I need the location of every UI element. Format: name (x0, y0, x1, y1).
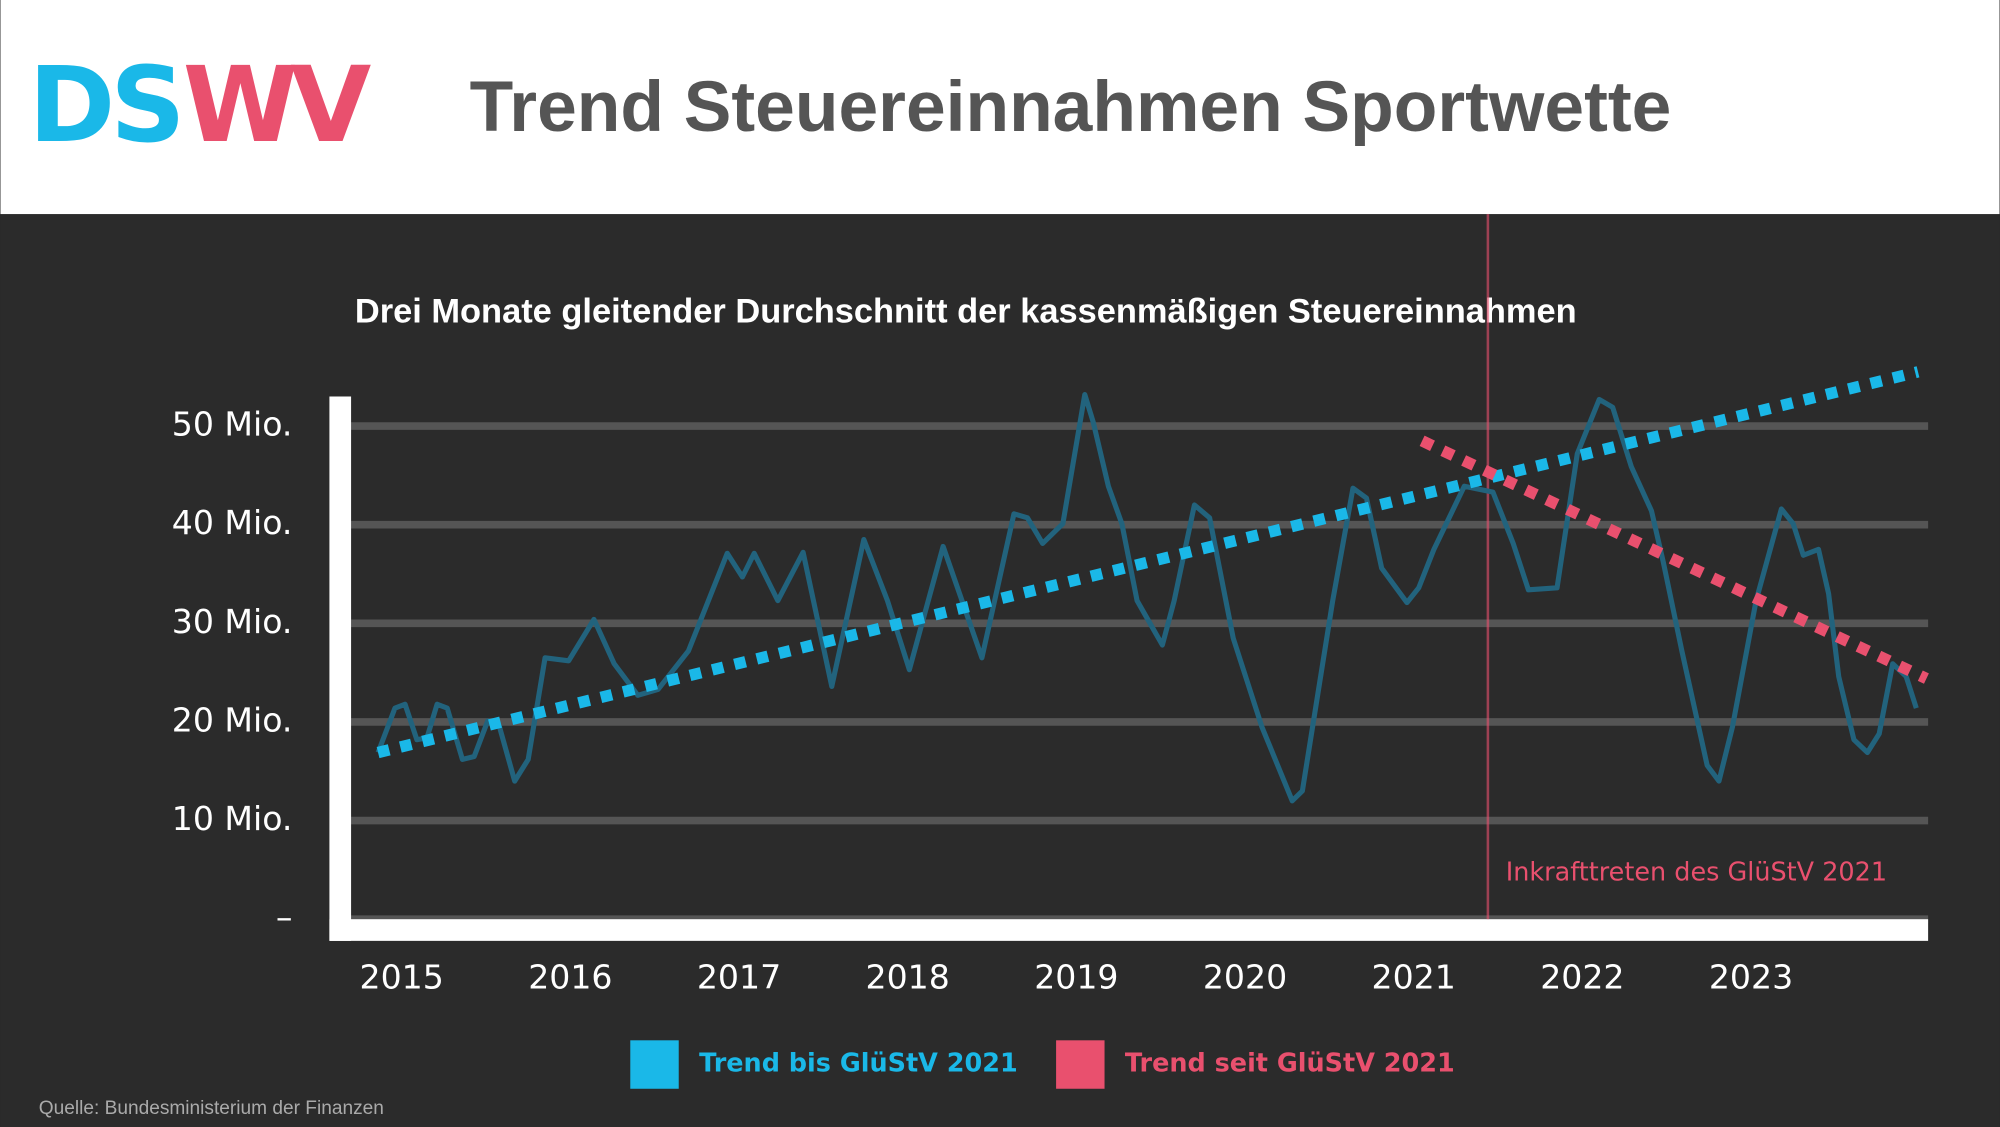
y-tick-label: 40 Mio. (172, 503, 293, 542)
chart-title: Drei Monate gleitender Durchschnitt der … (355, 293, 1577, 331)
x-tick-label: 2017 (697, 958, 781, 997)
legend-label: Trend bis GlüStV 2021 (699, 1049, 1018, 1079)
logo: WV (183, 44, 372, 166)
annotation-label: Inkrafttreten des GlüStV 2021 (1506, 857, 1887, 887)
y-tick-label: – (276, 898, 293, 937)
x-tick-label: 2019 (1034, 958, 1118, 997)
y-tick-label: 20 Mio. (172, 700, 293, 739)
y-tick-label: 30 Mio. (172, 602, 293, 641)
x-axis (329, 919, 1929, 941)
trend-line (1419, 435, 1929, 684)
source: Quelle: Bundesministerium der Finanzen (39, 1098, 384, 1119)
y-axis (329, 396, 352, 941)
x-tick-label: 2022 (1540, 958, 1624, 997)
x-tick-label: 2023 (1709, 958, 1793, 997)
y-tick-label: 50 Mio. (172, 405, 293, 444)
legend-swatch (1056, 1040, 1105, 1089)
legend-swatch (630, 1040, 679, 1089)
x-tick-label: 2021 (1372, 958, 1456, 997)
x-tick-label: 2015 (360, 958, 444, 997)
chart-panel (0, 214, 2000, 1127)
logo: DS (29, 44, 181, 166)
legend-label: Trend seit GlüStV 2021 (1125, 1049, 1455, 1079)
x-tick-label: 2020 (1203, 958, 1287, 997)
page-title: Trend Steuereinnahmen Sportwette (470, 67, 1672, 147)
header (0, 0, 2000, 215)
x-tick-label: 2018 (866, 958, 950, 997)
x-tick-label: 2016 (528, 958, 612, 997)
data-line (375, 391, 1919, 804)
y-tick-label: 10 Mio. (172, 799, 293, 838)
